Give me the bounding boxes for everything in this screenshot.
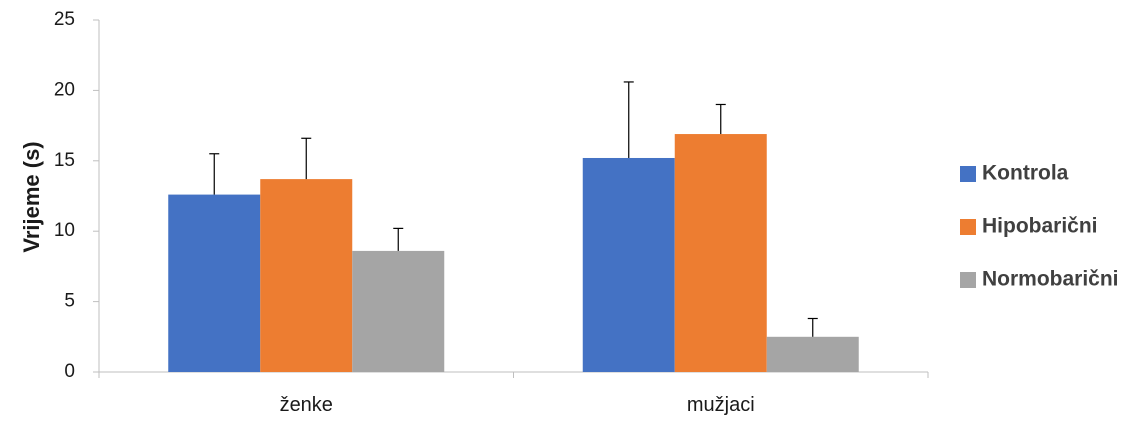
- legend-label: Normobarični: [982, 268, 1119, 291]
- legend-swatch-kontrola: [960, 166, 976, 182]
- bar-normobarični: [352, 250, 445, 372]
- y-tick-label: 10: [54, 220, 75, 241]
- legend: Kontrola Hipobarični Normobarični: [960, 162, 1119, 291]
- legend-swatch-hipobarični: [960, 219, 976, 235]
- bar-hipobarični: [674, 134, 767, 372]
- y-tick-label: 20: [54, 79, 75, 100]
- bar-normobarični: [766, 336, 859, 372]
- x-category-label: mužjaci: [687, 394, 755, 416]
- bar-kontrola: [582, 157, 675, 372]
- bar-hipobarični: [260, 179, 353, 372]
- y-tick-label: 15: [54, 150, 75, 171]
- legend-label: Kontrola: [982, 162, 1069, 185]
- plot-area: 0 5 10 15 20 25 ženke mužjaci: [54, 9, 929, 416]
- legend-swatch-normobarični: [960, 272, 976, 288]
- y-tick-label: 5: [64, 291, 75, 312]
- y-tick-label: 25: [54, 9, 75, 30]
- bar-kontrola: [168, 194, 261, 372]
- x-category-label: ženke: [280, 394, 333, 416]
- legend-label: Hipobarični: [982, 215, 1098, 238]
- y-axis-title: Vrijeme (s): [19, 141, 44, 252]
- y-tick-label: 0: [64, 361, 75, 382]
